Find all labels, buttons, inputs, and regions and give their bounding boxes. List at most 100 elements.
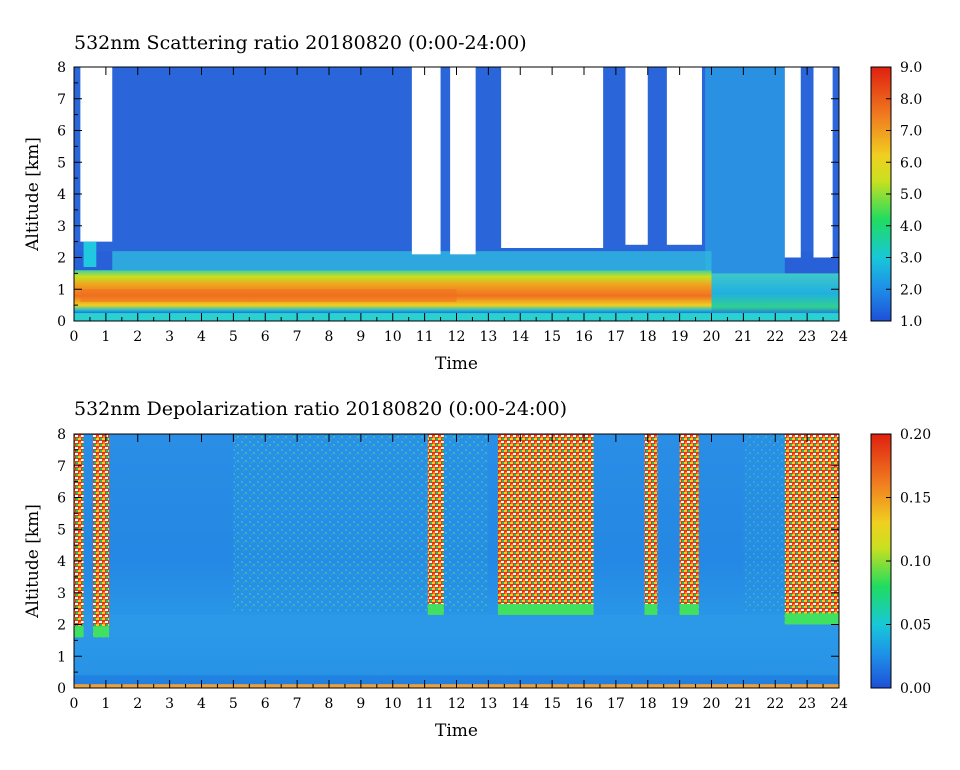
x-tick-label: 5: [229, 329, 238, 345]
x-tick-label: 12: [448, 696, 466, 712]
x-tick-label: 10: [384, 329, 402, 345]
data-gap: [501, 67, 604, 248]
y-tick-label: 6: [57, 491, 66, 507]
x-tick-label: 21: [734, 329, 752, 345]
x-tick-label: 24: [830, 696, 848, 712]
y-tick-label: 5: [57, 522, 66, 538]
high-depol-column: [679, 434, 699, 615]
y-tick-label: 7: [57, 459, 66, 475]
x-tick-label: 15: [543, 329, 561, 345]
cloud-base-edge: [427, 603, 444, 615]
data-gap: [666, 67, 702, 245]
data-gap: [411, 67, 441, 255]
bl-top-rim: [112, 251, 712, 271]
cloud-base-edge: [74, 626, 84, 638]
colorbar-tick-label: 9.0: [900, 60, 922, 76]
data-gap: [80, 67, 113, 242]
y-axis-label: Altitude [km]: [23, 504, 43, 619]
x-tick-label: 6: [261, 696, 270, 712]
colorbar-tick-label: 5.0: [900, 187, 922, 203]
heatmap-area: [74, 67, 839, 321]
x-tick-label: 20: [703, 329, 721, 345]
colorbar-tick-label: 2.0: [900, 282, 922, 298]
x-tick-label: 11: [416, 696, 434, 712]
x-tick-label: 15: [543, 696, 561, 712]
y-tick-label: 6: [57, 124, 66, 140]
boundary-layer: [74, 614, 839, 676]
x-tick-label: 21: [734, 696, 752, 712]
y-tick-label: 4: [57, 187, 66, 203]
x-tick-label: 9: [356, 329, 365, 345]
x-tick-label: 1: [101, 329, 110, 345]
panel-scattering: 532nm Scattering ratio 20180820 (0:00-24…: [23, 32, 922, 374]
colorbar-tick-label: 0.05: [900, 618, 931, 634]
heatmap-clear-region: [705, 67, 785, 274]
x-tick-label: 10: [384, 696, 402, 712]
high-depol-column: [784, 434, 839, 625]
cloud-base-edge: [93, 626, 110, 638]
x-tick-label: 14: [511, 696, 529, 712]
x-tick-label: 12: [448, 329, 466, 345]
heatmap-area: [74, 434, 839, 689]
x-tick-label: 16: [575, 696, 593, 712]
cloud-base-edge: [679, 603, 699, 615]
x-tick-label: 13: [479, 329, 497, 345]
x-tick-label: 20: [703, 696, 721, 712]
x-tick-label: 18: [639, 329, 657, 345]
high-depol-column: [644, 434, 658, 615]
high-depol-column: [497, 434, 594, 615]
x-tick-label: 0: [70, 329, 79, 345]
high-depol-column: [74, 434, 84, 638]
x-tick-label: 3: [165, 329, 174, 345]
y-tick-label: 1: [57, 282, 66, 298]
x-tick-label: 23: [798, 696, 816, 712]
x-tick-label: 19: [671, 329, 689, 345]
y-tick-label: 2: [57, 251, 66, 267]
y-tick-label: 3: [57, 219, 66, 235]
x-tick-label: 9: [356, 696, 365, 712]
x-tick-label: 7: [293, 696, 302, 712]
colorbar-tick-label: 3.0: [900, 251, 922, 267]
x-tick-label: 18: [639, 696, 657, 712]
x-tick-label: 23: [798, 329, 816, 345]
aerosol-core: [80, 289, 457, 302]
x-tick-label: 2: [133, 329, 142, 345]
panel-depolarization: 532nm Depolarization ratio 20180820 (0:0…: [23, 398, 931, 741]
data-gap: [813, 67, 833, 258]
colorbar-tick-label: 0.20: [900, 427, 931, 443]
data-gap: [625, 67, 648, 245]
colorbar-tick-label: 0.15: [900, 491, 931, 507]
y-tick-label: 2: [57, 618, 66, 634]
x-tick-label: 8: [325, 696, 334, 712]
boundary-layer-late: [711, 273, 839, 314]
data-gap: [450, 67, 476, 255]
x-axis-label: Time: [435, 354, 478, 374]
y-tick-label: 8: [57, 60, 66, 76]
y-tick-label: 1: [57, 649, 66, 665]
x-tick-label: 4: [197, 696, 206, 712]
x-axis-label: Time: [435, 721, 478, 741]
y-tick-label: 0: [57, 681, 66, 697]
data-gap: [784, 67, 801, 258]
x-tick-label: 5: [229, 696, 238, 712]
y-axis-label: Altitude [km]: [23, 137, 43, 252]
y-tick-label: 5: [57, 155, 66, 171]
colorbar-tick-label: 4.0: [900, 219, 922, 235]
y-tick-label: 0: [57, 314, 66, 330]
y-tick-label: 8: [57, 427, 66, 443]
x-tick-label: 24: [830, 329, 848, 345]
high-depol-column: [427, 434, 444, 615]
y-tick-label: 7: [57, 92, 66, 108]
high-depol-column: [93, 434, 110, 638]
low-cloud-patch: [83, 241, 97, 268]
x-tick-label: 7: [293, 329, 302, 345]
x-tick-label: 8: [325, 329, 334, 345]
x-tick-label: 2: [133, 696, 142, 712]
x-tick-label: 6: [261, 329, 270, 345]
x-tick-label: 17: [607, 329, 625, 345]
y-tick-label: 3: [57, 586, 66, 602]
cloud-base-edge: [497, 603, 594, 615]
x-tick-label: 22: [766, 329, 784, 345]
x-tick-label: 3: [165, 696, 174, 712]
